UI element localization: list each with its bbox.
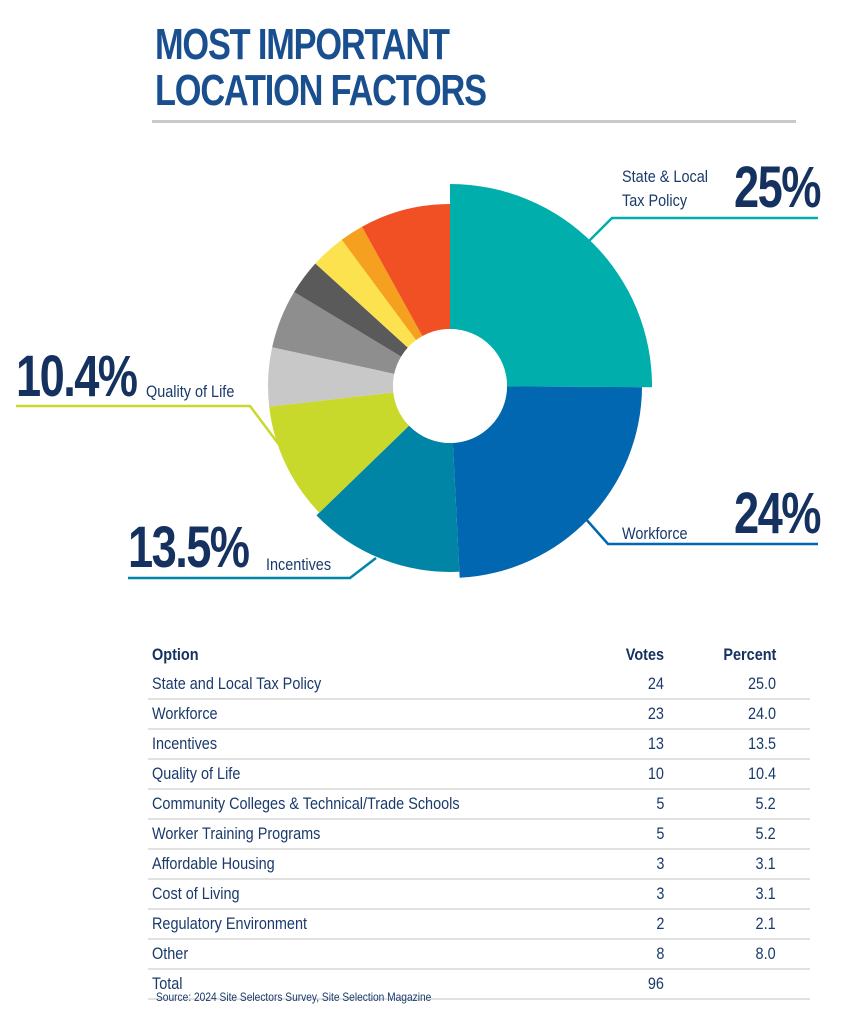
pie-slice-other bbox=[361, 204, 450, 337]
row-votes: 3 bbox=[655, 854, 664, 873]
column-header-percent: Percent bbox=[722, 645, 776, 664]
donut-hole bbox=[393, 329, 507, 443]
leader-line-workforce bbox=[584, 517, 818, 546]
pie-slice-quality-of-life bbox=[269, 392, 410, 513]
column-header-option: Option bbox=[152, 645, 199, 664]
leader-line-state-local-tax bbox=[587, 216, 818, 243]
pie-slice-incentives bbox=[316, 425, 460, 572]
table-body: State and Local Tax Policy 24 25.0 Workfor… bbox=[148, 670, 810, 1000]
table-row: Cost of Living 3 3.1 bbox=[148, 879, 810, 910]
page-title: MOST IMPORTANT LOCATION FACTORS bbox=[155, 20, 487, 115]
row-votes: 24 bbox=[647, 674, 664, 693]
row-votes: 3 bbox=[655, 884, 664, 903]
row-percent: 3.1 bbox=[755, 854, 776, 873]
table-row: Workforce 23 24.0 bbox=[148, 699, 810, 730]
row-percent: 3.1 bbox=[755, 884, 776, 903]
callout-label-state-local-tax: State & Local Tax Policy bbox=[622, 165, 708, 213]
pie-slice-worker-training-programs bbox=[272, 292, 402, 374]
callout-label-incentives: Incentives bbox=[266, 555, 332, 574]
title-divider bbox=[152, 120, 796, 123]
callout-percent-incentives: 13.5% bbox=[128, 515, 250, 580]
title-line-1: MOST IMPORTANT bbox=[155, 20, 450, 69]
callout-percent-quality-of-life: 10.4% bbox=[16, 344, 138, 409]
row-option: Affordable Housing bbox=[152, 854, 275, 873]
table-row: Affordable Housing 3 3.1 bbox=[148, 849, 810, 880]
row-percent: 10.4 bbox=[747, 764, 776, 783]
row-option: State and Local Tax Policy bbox=[152, 674, 322, 693]
row-option: Quality of Life bbox=[152, 764, 241, 783]
table-row: Regulatory Environment 2 2.1 bbox=[148, 909, 810, 940]
leader-line-incentives bbox=[128, 557, 377, 580]
row-votes: 13 bbox=[647, 734, 664, 753]
table-row: Incentives 13 13.5 bbox=[148, 729, 810, 760]
callout-leader-lines bbox=[16, 216, 818, 580]
pie-slice-state-and-local-tax-policy bbox=[450, 184, 652, 388]
callout-percent-workforce: 24% bbox=[734, 481, 821, 546]
column-header-votes: Votes bbox=[625, 645, 664, 664]
row-percent: 5.2 bbox=[755, 824, 776, 843]
donut-chart bbox=[16, 184, 818, 580]
row-percent: 24.0 bbox=[747, 704, 776, 723]
callout-label-line-1: State & Local bbox=[622, 167, 708, 186]
row-percent: 13.5 bbox=[747, 734, 776, 753]
title-line-2: LOCATION FACTORS bbox=[155, 66, 487, 115]
pie-slice-affordable-housing bbox=[294, 263, 408, 357]
total-votes: 96 bbox=[647, 974, 664, 993]
table-row: State and Local Tax Policy 24 25.0 bbox=[148, 670, 810, 700]
table-row: Quality of Life 10 10.4 bbox=[148, 759, 810, 790]
table-row: Other 8 8.0 bbox=[148, 939, 810, 970]
callout-percent-state-local-tax: 25% bbox=[734, 155, 821, 220]
callout-label-quality-of-life: Quality of Life bbox=[146, 382, 235, 401]
leader-line-quality-of-life bbox=[16, 404, 284, 451]
pie-slice-regulatory-environment bbox=[341, 226, 423, 341]
table-row: Worker Training Programs 5 5.2 bbox=[148, 819, 810, 850]
row-votes: 10 bbox=[647, 764, 664, 783]
row-option: Community Colleges & Technical/Trade Sch… bbox=[152, 794, 460, 813]
row-votes: 5 bbox=[655, 824, 664, 843]
row-votes: 2 bbox=[655, 914, 664, 933]
row-option: Workforce bbox=[152, 704, 218, 723]
table-total-row: Total 96 bbox=[148, 969, 810, 1000]
row-percent: 5.2 bbox=[755, 794, 776, 813]
source-note: Source: 2024 Site Selectors Survey, Site… bbox=[156, 990, 432, 1004]
row-option: Cost of Living bbox=[152, 884, 240, 903]
row-votes: 23 bbox=[647, 704, 664, 723]
table-row: Community Colleges & Technical/Trade Sch… bbox=[148, 789, 810, 820]
row-option: Other bbox=[152, 944, 189, 963]
table-header-row: Option Votes Percent bbox=[148, 640, 810, 670]
row-percent: 2.1 bbox=[755, 914, 776, 933]
callout-label-line-2: Tax Policy bbox=[622, 191, 688, 210]
row-percent: 25.0 bbox=[747, 674, 776, 693]
row-option: Worker Training Programs bbox=[152, 824, 321, 843]
chart-slices bbox=[267, 184, 652, 578]
pie-slice-community-colleges-technical-trade-schools bbox=[267, 347, 395, 407]
pie-slice-workforce bbox=[452, 386, 642, 578]
row-option: Incentives bbox=[152, 734, 218, 753]
callout-label-workforce: Workforce bbox=[622, 524, 688, 543]
row-votes: 5 bbox=[655, 794, 664, 813]
row-percent: 8.0 bbox=[755, 944, 776, 963]
row-option: Regulatory Environment bbox=[152, 914, 308, 933]
total-label: Total bbox=[152, 974, 183, 993]
pie-slice-cost-of-living bbox=[315, 239, 417, 348]
location-factors-table: Option Votes Percent State and Local Tax… bbox=[148, 640, 810, 1000]
row-votes: 8 bbox=[655, 944, 664, 963]
